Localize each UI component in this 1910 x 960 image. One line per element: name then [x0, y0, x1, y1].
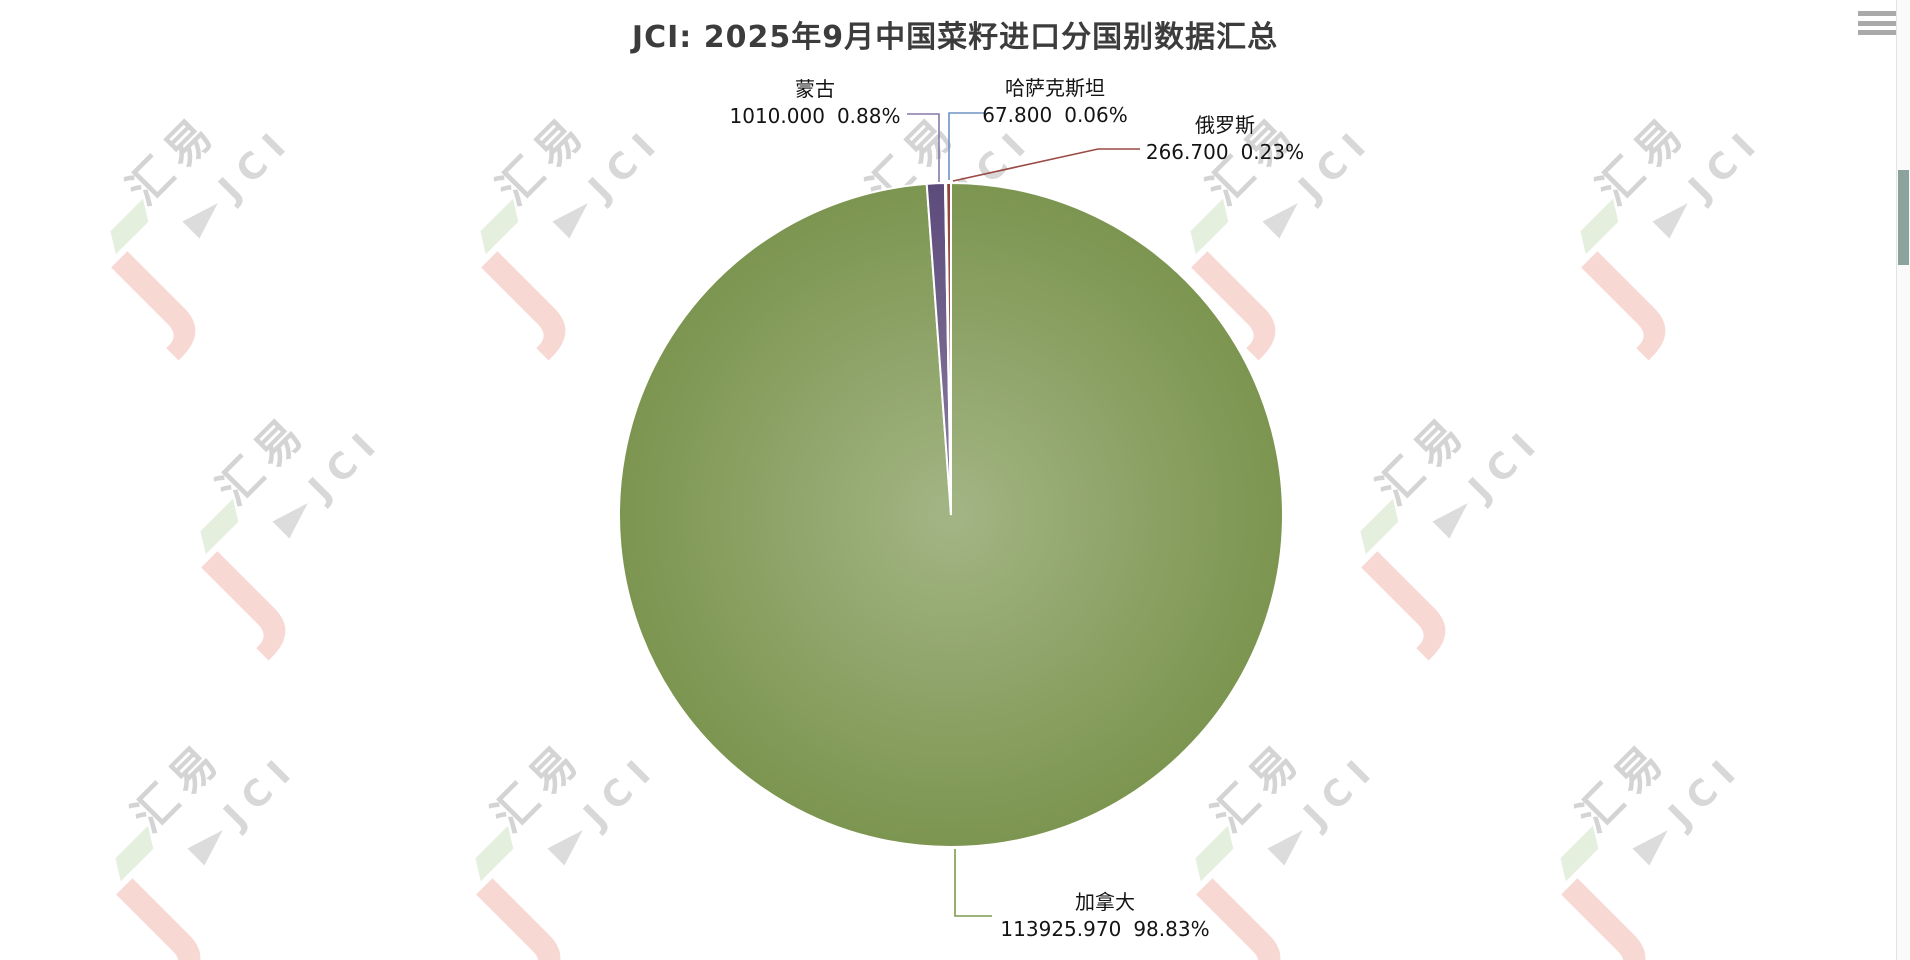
slice-label-canada: 加拿大 113925.970 98.83% — [990, 889, 1220, 943]
menu-icon-bar — [1858, 11, 1896, 16]
slice-name: 蒙古 — [795, 77, 835, 101]
slice-percent: 98.83% — [1133, 917, 1210, 941]
menu-icon-bar — [1858, 30, 1896, 35]
menu-icon-bar — [1858, 20, 1896, 26]
leader-line-kazakhstan — [948, 112, 984, 180]
pie-slice-russia[interactable] — [945, 181, 952, 516]
menu-icon[interactable] — [1858, 11, 1896, 35]
leader-line-mongolia — [907, 113, 940, 182]
slice-percent: 0.06% — [1064, 103, 1128, 127]
slice-label-russia: 俄罗斯 266.700 0.23% — [1110, 112, 1340, 166]
slice-percent: 0.23% — [1240, 140, 1305, 164]
slice-value: 266.700 — [1145, 140, 1229, 164]
slice-value: 67.800 — [982, 103, 1053, 127]
slice-value: 1010.000 — [729, 104, 825, 128]
chart-title: JCI: 2025年9月中国菜籽进口分国别数据汇总 — [631, 20, 1279, 55]
slice-label-mongolia: 蒙古 1010.000 0.88% — [700, 76, 930, 130]
leader-line-russia — [952, 148, 1140, 182]
slice-percent: 0.88% — [836, 104, 901, 128]
leader-line-canada — [954, 849, 992, 917]
slice-name: 加拿大 — [1075, 890, 1135, 914]
scrollbar-track[interactable] — [1896, 0, 1910, 960]
scrollbar-thumb[interactable] — [1898, 170, 1909, 265]
slice-name: 哈萨克斯坦 — [1005, 76, 1105, 100]
slice-label-kazakhstan: 哈萨克斯坦 67.800 0.06% — [940, 75, 1170, 129]
slice-name: 俄罗斯 — [1195, 113, 1255, 137]
slice-value: 113925.970 — [1000, 917, 1122, 941]
